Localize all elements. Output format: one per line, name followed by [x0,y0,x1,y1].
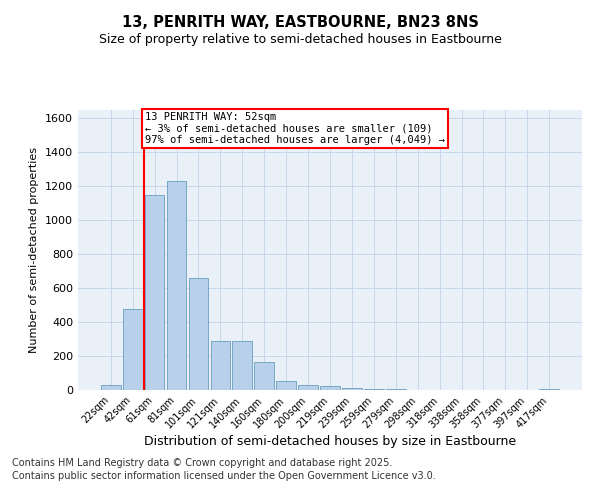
Bar [123,308,143,390]
Bar [101,385,121,390]
Y-axis label: Number of semi-detached properties: Number of semi-detached properties [29,147,40,353]
Bar [188,278,208,390]
Bar [539,389,559,390]
X-axis label: Distribution of semi-detached houses by size in Eastbourne: Distribution of semi-detached houses by … [144,436,516,448]
Bar [342,388,362,390]
Bar [320,386,340,390]
Text: 13, PENRITH WAY, EASTBOURNE, BN23 8NS: 13, PENRITH WAY, EASTBOURNE, BN23 8NS [122,15,478,30]
Bar [364,389,384,390]
Bar [232,341,252,390]
Bar [211,341,230,390]
Text: Contains HM Land Registry data © Crown copyright and database right 2025.: Contains HM Land Registry data © Crown c… [12,458,392,468]
Text: Size of property relative to semi-detached houses in Eastbourne: Size of property relative to semi-detach… [98,34,502,46]
Bar [167,182,187,390]
Text: 13 PENRITH WAY: 52sqm
← 3% of semi-detached houses are smaller (109)
97% of semi: 13 PENRITH WAY: 52sqm ← 3% of semi-detac… [145,112,445,145]
Bar [145,195,164,390]
Bar [276,380,296,390]
Bar [254,362,274,390]
Text: Contains public sector information licensed under the Open Government Licence v3: Contains public sector information licen… [12,471,436,481]
Bar [298,385,318,390]
